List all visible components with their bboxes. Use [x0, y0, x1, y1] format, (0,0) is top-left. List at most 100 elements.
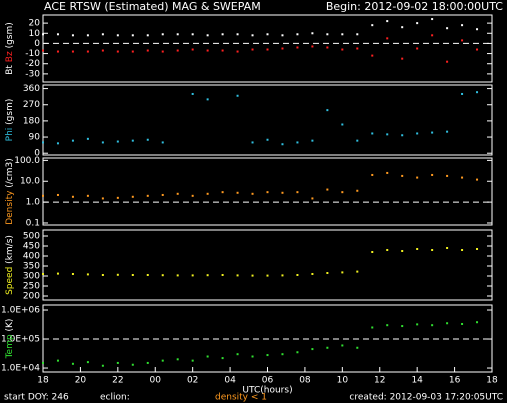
- data-point: [236, 33, 239, 36]
- y-tick-label: 100.0: [14, 156, 40, 166]
- y-tick-label: 300: [23, 272, 40, 282]
- y-tick-label: 200: [23, 292, 40, 302]
- x-tick-label: 22: [112, 376, 123, 386]
- data-point: [101, 49, 104, 52]
- data-point: [191, 92, 194, 95]
- data-point: [446, 130, 449, 133]
- y-tick-label: 1.0: [26, 198, 41, 208]
- data-point: [311, 273, 314, 275]
- data-point: [356, 270, 359, 273]
- data-point: [251, 48, 254, 51]
- data-point: [266, 191, 269, 194]
- y-tick-label: 500: [23, 232, 40, 242]
- data-point: [266, 354, 269, 357]
- data-point: [401, 325, 404, 328]
- density-note: density < 1: [215, 393, 267, 403]
- x-tick-label: 08: [299, 376, 311, 386]
- data-point: [161, 50, 164, 53]
- data-point: [206, 34, 209, 37]
- data-point: [341, 33, 344, 36]
- y-tick-label: 10: [29, 29, 41, 39]
- data-point: [371, 24, 374, 27]
- y-axis-label: Density (/cm3): [5, 158, 15, 225]
- panel-frame: [42, 84, 493, 156]
- x-tick-label: 04: [224, 376, 236, 386]
- data-point: [296, 351, 299, 354]
- data-point: [416, 132, 419, 135]
- data-point: [446, 27, 449, 30]
- data-point: [131, 139, 134, 142]
- data-point: [146, 361, 149, 364]
- chart-title: ACE RTSW (Estimated) MAG & SWEPAM: [44, 0, 261, 13]
- data-point: [296, 274, 299, 276]
- data-point: [401, 26, 404, 29]
- data-point: [476, 248, 479, 250]
- data-point: [206, 192, 209, 195]
- y-axis-label-part: (gsm): [5, 99, 15, 125]
- data-point: [42, 273, 44, 275]
- data-point: [431, 34, 434, 37]
- y-tick-label: 0.1: [26, 218, 40, 228]
- data-point: [221, 274, 224, 276]
- data-point: [386, 20, 389, 23]
- data-point: [71, 195, 74, 198]
- data-point: [446, 322, 449, 325]
- data-point: [326, 33, 329, 36]
- data-point: [476, 48, 479, 51]
- data-point: [56, 142, 59, 145]
- data-point: [296, 191, 299, 194]
- data-point: [416, 22, 419, 25]
- data-point: [431, 131, 434, 134]
- data-point: [146, 194, 149, 197]
- data-point: [56, 50, 59, 53]
- data-point: [371, 251, 374, 253]
- data-point: [71, 50, 74, 53]
- data-point: [131, 274, 134, 276]
- data-point: [191, 359, 194, 362]
- data-point: [71, 139, 74, 142]
- data-point: [446, 174, 449, 177]
- y-tick-label: 180: [23, 116, 40, 126]
- x-tick-label: 20: [75, 376, 87, 386]
- data-point: [371, 326, 374, 329]
- data-point: [281, 47, 284, 50]
- data-point: [116, 361, 119, 364]
- data-point: [42, 141, 44, 144]
- data-point: [191, 48, 194, 51]
- data-point: [116, 273, 119, 276]
- data-point: [71, 362, 74, 365]
- panel-frame: [42, 157, 493, 226]
- data-point: [221, 33, 224, 36]
- data-point: [206, 98, 209, 101]
- data-point: [431, 18, 434, 21]
- data-point: [431, 324, 434, 327]
- data-point: [236, 274, 239, 277]
- data-point: [416, 323, 419, 326]
- x-axis-label: UTC(hours): [242, 386, 292, 396]
- y-axis-label-part: (km/s): [5, 235, 15, 264]
- data-point: [431, 173, 434, 176]
- data-point: [386, 133, 389, 136]
- data-point: [42, 33, 44, 36]
- data-point: [311, 45, 314, 48]
- data-point: [116, 196, 119, 199]
- data-point: [476, 28, 479, 31]
- data-point: [191, 33, 194, 36]
- data-point: [176, 33, 179, 36]
- y-tick-label: -20: [25, 59, 40, 69]
- data-point: [326, 46, 329, 49]
- y-axis-label: Phi (gsm): [5, 99, 15, 142]
- data-point: [296, 141, 299, 144]
- data-point: [401, 174, 404, 177]
- data-point: [341, 123, 344, 126]
- y-tick-label: 400: [23, 252, 40, 262]
- data-point: [356, 189, 359, 192]
- data-point: [326, 188, 329, 191]
- data-point: [356, 33, 359, 36]
- data-point: [131, 34, 134, 37]
- y-tick-label: 250: [23, 282, 40, 292]
- data-point: [236, 353, 239, 356]
- data-point: [341, 191, 344, 194]
- data-point: [281, 191, 284, 194]
- data-point: [296, 46, 299, 49]
